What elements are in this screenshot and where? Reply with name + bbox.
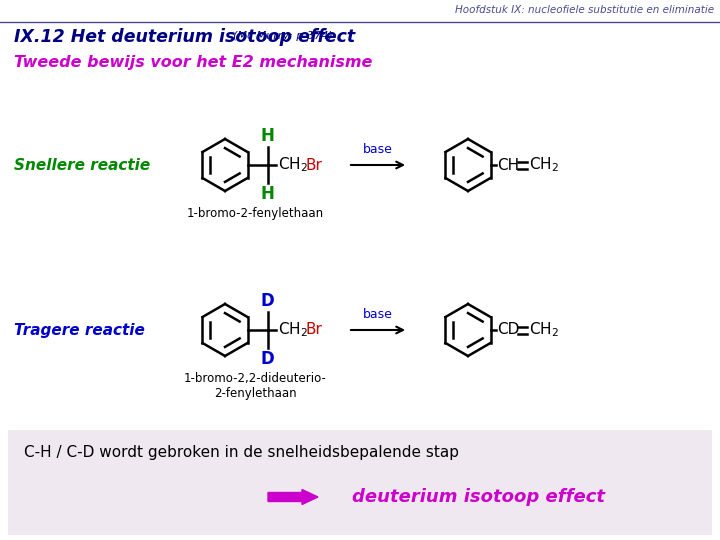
Text: deuterium isotoop effect: deuterium isotoop effect	[352, 488, 605, 506]
Text: CH$_2$: CH$_2$	[528, 321, 559, 339]
FancyArrow shape	[268, 489, 318, 504]
Text: (Mc Murry: p 374): (Mc Murry: p 374)	[233, 31, 333, 41]
Text: base: base	[363, 308, 393, 321]
Text: Snellere reactie: Snellere reactie	[14, 158, 150, 173]
Text: 1-bromo-2,2-dideuterio-
2-fenylethaan: 1-bromo-2,2-dideuterio- 2-fenylethaan	[184, 372, 326, 400]
Text: D: D	[261, 350, 274, 368]
Text: 1-bromo-2-fenylethaan: 1-bromo-2-fenylethaan	[186, 207, 323, 220]
Text: Tweede bewijs voor het E2 mechanisme: Tweede bewijs voor het E2 mechanisme	[14, 55, 372, 70]
Text: H: H	[261, 185, 274, 203]
Text: IX.12 Het deuterium isotoop effect: IX.12 Het deuterium isotoop effect	[14, 28, 355, 46]
Text: H: H	[261, 127, 274, 145]
Text: CH: CH	[498, 158, 520, 172]
Text: Br: Br	[305, 158, 323, 172]
Text: CH$_2$: CH$_2$	[277, 321, 307, 339]
Text: C-H / C-D wordt gebroken in de snelheidsbepalende stap: C-H / C-D wordt gebroken in de snelheids…	[24, 445, 459, 460]
Text: base: base	[363, 143, 393, 156]
Text: CD: CD	[498, 322, 520, 338]
Text: D: D	[261, 292, 274, 310]
Text: Br: Br	[305, 322, 323, 338]
Text: Tragere reactie: Tragere reactie	[14, 323, 145, 338]
Text: Hoofdstuk IX: nucleofiele substitutie en eliminatie: Hoofdstuk IX: nucleofiele substitutie en…	[455, 5, 714, 15]
Bar	[8, 430, 712, 535]
Text: CH$_2$: CH$_2$	[528, 156, 559, 174]
Text: CH$_2$: CH$_2$	[277, 156, 307, 174]
